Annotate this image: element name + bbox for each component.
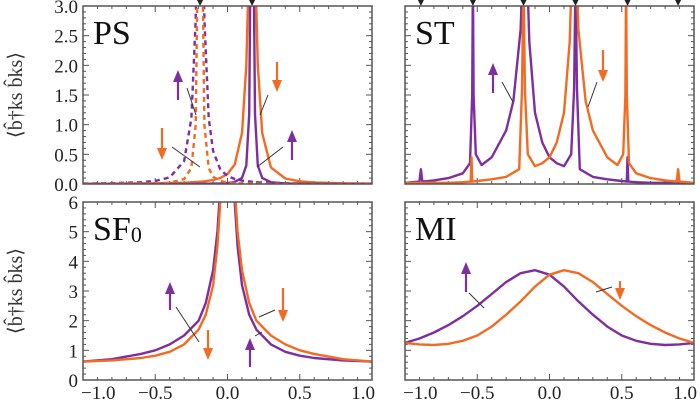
panel-label: MI — [415, 211, 457, 248]
annotation-up-arrow-icon: ↑ — [256, 130, 297, 168]
leader-line — [256, 146, 284, 168]
y-tick-label: 1 — [69, 341, 79, 362]
leader-line — [259, 94, 269, 116]
leader-line — [595, 286, 613, 293]
plot-frame — [404, 5, 695, 185]
leader-line — [186, 87, 197, 116]
x-tick-label: 0.0 — [216, 383, 240, 400]
annotation-up-arrow-icon: ↑ — [165, 282, 200, 343]
series-line-up-solid — [405, 6, 694, 184]
leader-line — [258, 309, 276, 318]
y-tick-label: 3 — [69, 282, 79, 303]
series-group — [405, 6, 694, 184]
y-tick-label: 0.5 — [54, 145, 78, 166]
arrow-head — [165, 282, 175, 294]
series-line-down-solid — [405, 6, 694, 184]
series-line-up-solid — [405, 269, 694, 347]
top-marker — [469, 0, 476, 6]
y-tick-label: 1.5 — [54, 86, 78, 107]
x-tick-label: 0.0 — [538, 383, 562, 400]
x-tick-label: −1.0 — [403, 383, 437, 400]
leader-line — [501, 81, 514, 103]
annotation-up-arrow-icon: ↑ — [488, 63, 514, 103]
x-tick-label: −1.0 — [81, 383, 115, 400]
arrow-head — [278, 310, 288, 322]
series-group — [405, 269, 694, 347]
panel-label-text: SF — [93, 211, 131, 248]
annotation-up-arrow-icon: ↑ — [461, 262, 485, 309]
arrow-head — [157, 148, 167, 160]
panel-top-left: 0.0 0.5 1.0 1.5 2.0 2.5 3.0 PS ⟨b̂†ks b̂ks⟩ ↑ ↓ ↓ ↑ — [2, 0, 373, 196]
series-line-down-solid — [83, 202, 372, 363]
top-marker — [249, 0, 256, 6]
arrow-head — [598, 70, 608, 82]
y-tick-label: 4 — [69, 252, 79, 273]
x-tick-label: 0.5 — [288, 383, 312, 400]
x-tick-label: 1.0 — [673, 383, 697, 400]
top-marker — [417, 0, 424, 6]
top-marker — [520, 0, 527, 6]
series-group — [83, 202, 372, 363]
y-axis-label: ⟨b̂†ks b̂ks⟩ — [2, 52, 27, 138]
top-marker — [197, 0, 204, 6]
x-tick-label: 0.5 — [610, 383, 634, 400]
annotation-down-arrow-icon: ↓ — [203, 330, 213, 360]
annotation-down-arrow-icon: ↓ — [157, 128, 201, 168]
panel-label: ST — [415, 15, 455, 52]
y-tick-label: 1.0 — [54, 116, 78, 137]
panel-top-right: ST ↑ ↓ — [404, 0, 695, 185]
leader-line — [175, 306, 200, 343]
arrow-head — [272, 80, 282, 92]
plot-frame — [404, 201, 695, 381]
arrow-head — [245, 338, 255, 350]
arrow-head — [203, 348, 213, 360]
arrow-head — [488, 63, 498, 75]
top-marker — [624, 0, 631, 6]
arrow-head — [615, 288, 625, 300]
annotation-up-arrow-icon: ↑ — [173, 70, 197, 116]
arrow-head — [287, 130, 297, 142]
y-tick-label: 2 — [69, 312, 79, 333]
y-tick-label: 5 — [69, 223, 79, 244]
top-marker — [572, 0, 579, 6]
y-tick-label: 3.0 — [54, 0, 78, 18]
panel-bottom-right: −1.0 −0.5 0.0 0.5 1.0 MI↑ ↓ — [403, 201, 697, 400]
annotation-down-arrow-icon: ↓ — [587, 50, 608, 108]
series-line-down-solid — [83, 6, 372, 184]
x-tick-label: 1.0 — [351, 383, 375, 400]
top-marker — [675, 0, 682, 6]
arrow-head — [173, 70, 183, 82]
panel-label-text: PS — [93, 15, 131, 52]
y-tick-label: 6 — [69, 193, 79, 214]
leader-line — [468, 292, 485, 309]
leader-line — [254, 331, 263, 337]
panel-label: SF0 — [93, 211, 142, 248]
panel-label-text: ST — [415, 15, 455, 52]
panel-label: PS — [93, 15, 131, 52]
leader-line — [171, 146, 201, 168]
y-tick-label: 2.0 — [54, 56, 78, 77]
annotation-down-arrow-icon: ↓ — [595, 281, 625, 300]
series-line-down-solid — [405, 269, 694, 347]
panel-label-text: MI — [415, 211, 457, 248]
x-tick-label: −0.5 — [460, 383, 494, 400]
panel-label-subscript: 0 — [131, 222, 142, 247]
arrow-head — [461, 262, 471, 274]
annotation-up-arrow-icon: ↑ — [245, 331, 263, 367]
annotation-down-arrow-icon: ↓ — [259, 62, 282, 116]
x-tick-label: −0.5 — [138, 383, 172, 400]
annotation-down-arrow-icon: ↓ — [258, 288, 288, 322]
y-axis-label: ⟨b̂†ks b̂ks⟩ — [2, 248, 27, 334]
plot-frame — [82, 201, 373, 381]
plot-frame — [82, 5, 373, 185]
y-tick-label: 2.5 — [54, 27, 78, 48]
leader-line — [587, 81, 598, 108]
series-line-up-solid — [83, 202, 372, 363]
y-tick-label: 0.0 — [54, 175, 78, 196]
y-tick-label: 0 — [69, 371, 79, 392]
